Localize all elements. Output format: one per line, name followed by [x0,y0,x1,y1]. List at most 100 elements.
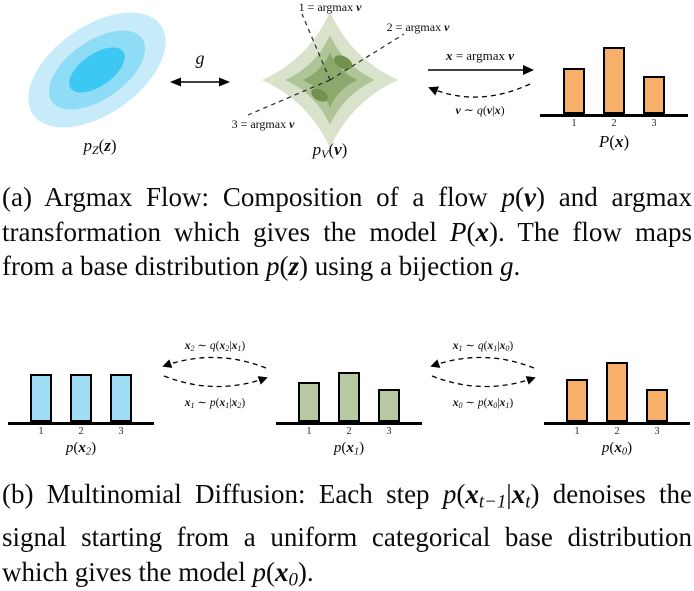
text-segment: ∼ [460,103,477,117]
tick-label: 3 [651,118,657,129]
text-segment: . [513,251,521,281]
text-segment: ∼ [194,397,210,409]
diffusion-transition-1-0: x1 ∼ q(x1|x0) x0 ∼ p(x0|x1) [424,338,542,410]
tick-label: 2 [611,118,617,129]
tick-label: 1 [38,426,44,437]
text-segment: (b) Multinomial Diffusion: Each step [2,479,443,509]
tick-row: 1 2 3 [276,426,422,437]
text-segment: ) [110,136,117,155]
q-arrow-label: v ∼ q(v|x) [420,103,540,118]
text-segment: ( [328,140,335,159]
bar [603,47,625,114]
x-axis [8,422,154,425]
text-segment: P [449,216,467,247]
text-segment: ( [466,216,476,247]
text-segment: x [184,340,191,352]
p-transition-label: x1 ∼ p(x1|x2) [156,395,274,410]
text-segment: 1 [190,401,195,410]
q-arrow [162,356,267,369]
text-segment: ) [627,440,633,456]
argmax-arrow-label: x = argmax v [420,48,540,64]
text-segment: p [501,182,515,212]
text-segment: ) [341,140,348,159]
transition-arrows [430,356,536,388]
diffusion-transition-2-1: x2 ∼ q(x2|x1) x1 ∼ p(x1|x2) [156,338,274,410]
text-segment: ∼ [462,340,478,352]
flow-dist-label: pV(v) [258,140,402,162]
text-segment: g [499,251,514,281]
text-segment: denoises the signal starting from a unif… [2,479,692,587]
text-segment: x [231,397,238,409]
text-segment: 1 [353,446,360,458]
text-segment: | [492,103,495,117]
text-segment: ) [241,397,246,409]
bar [643,76,665,114]
x-axis [544,422,690,425]
q-arrow [430,356,535,369]
text-segment: ( [609,132,615,151]
region-boundary-1 [301,13,331,81]
bar [110,373,132,422]
text-segment: p [333,440,342,456]
text-segment: ( [483,397,488,409]
text-segment: x [487,397,494,409]
tick-label: 3 [654,426,660,437]
bar [646,389,668,422]
p-arrow [431,375,536,388]
bar [30,373,52,422]
text-segment: (a) Argmax Flow: Composition of a flow [2,182,502,212]
text-segment: v [444,20,450,34]
text-segment: 0 [621,446,628,458]
text-segment: x [614,132,624,151]
tick-label: 3 [386,426,392,437]
text-segment: v [289,117,295,131]
text-segment: | [229,397,232,409]
bar [298,382,320,422]
argmax-region-2-label: 2 = argmax v [358,20,478,35]
base-density-ellipse [28,12,166,128]
bar [70,373,92,422]
text-segment: x [274,556,289,587]
text-segment: ( [609,440,615,456]
text-segment: ( [265,556,275,587]
base-dist-label: pZ(z) [30,136,170,158]
q-return-arrow [428,83,531,98]
text-segment: = argmax [452,48,509,63]
argmax-region-1-label: 1 = argmax v [268,0,392,15]
text-segment: x [494,103,501,117]
text-segment: x [346,440,354,456]
text-segment: x [219,397,226,409]
text-segment: | [497,397,500,409]
text-segment: ( [279,251,289,281]
tick-row: 1 2 3 [8,426,154,437]
tick-row: 1 2 3 [540,118,688,129]
p-arrow [163,375,268,388]
text-segment: x [452,397,459,409]
text-segment: | [229,340,232,352]
text-segment: v [356,0,362,14]
text-segment: Z [91,142,99,157]
text-segment: x [499,340,506,352]
text-segment: x [465,479,479,509]
x-axis [540,114,688,117]
bars [544,360,690,422]
caption-b: (b) Multinomial Diffusion: Each step p(x… [2,477,692,591]
text-segment: q [477,340,484,352]
text-segment: p [312,140,322,159]
argmax-region-boundaries [247,13,405,116]
transition-arrows [162,356,268,388]
text-segment: 0 [288,569,298,591]
text-segment: x [78,440,86,456]
text-segment: p [442,479,457,509]
q-transition-label: x2 ∼ q(x2|x1) [156,338,274,353]
bars [540,26,688,114]
text-segment: | [506,479,512,509]
bijection-label: g [182,48,218,69]
text-segment: ( [341,440,347,456]
text-segment: P [598,132,610,151]
caption-a: (a) Argmax Flow: Composition of a flow p… [2,180,692,284]
argmax-region-3-label: 3 = argmax v [198,117,328,132]
text-segment: 3 = argmax [231,117,290,131]
bijection-double-arrow [170,77,230,87]
